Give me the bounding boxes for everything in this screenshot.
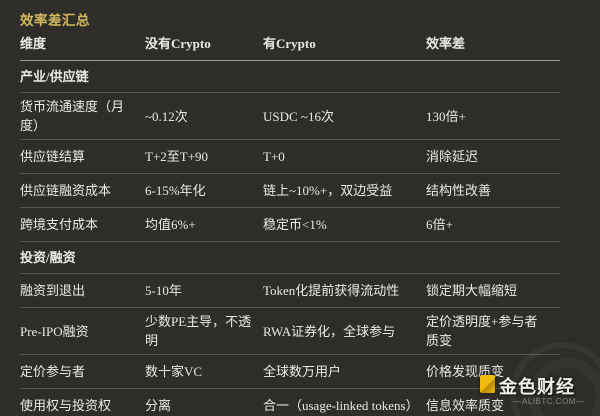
page-title: 效率差汇总 (20, 13, 90, 28)
table-row: 供应链融资成本 6-15%年化 链上~10%+，双边受益 结构性改善 (20, 174, 560, 208)
dimension-cell: 跨境支付成本 (20, 217, 99, 232)
table-row: 货币流通速度（月度） ~0.12次 USDC ~16次 130倍+ (20, 93, 560, 140)
section-header-row: 投资/融资 (20, 242, 560, 274)
with-crypto-cell: USDC ~16次 (263, 108, 334, 124)
with-crypto-cell: 稳定币<1% (263, 217, 327, 232)
table-row: 跨境支付成本 均值6%+ 稳定币<1% 6倍+ (20, 208, 560, 242)
efficiency-table: 维度 没有Crypto 有Crypto 效率差产业/供应链货币流通速度（月度） ~0.1… (20, 26, 560, 416)
efficiency-gap-cell: 消除延迟 (426, 149, 479, 164)
table-header-row: 维度 没有Crypto 有Crypto 效率差 (20, 26, 560, 61)
efficiency-gap-cell: 锁定期大幅缩短 (426, 283, 518, 298)
column-header: 没有Crypto (145, 36, 211, 51)
dimension-cell: 融资到退出 (20, 283, 86, 298)
efficiency-gap-cell: 信息效率质变 (426, 398, 505, 413)
without-crypto-cell: ~0.12次 (145, 108, 188, 124)
section-header-row: 产业/供应链 (20, 61, 560, 93)
watermark-brand: 金色财经 (499, 377, 575, 397)
watermark-site: —ALIBTC.COM— (513, 397, 585, 406)
without-crypto-cell: 5-10年 (145, 283, 182, 298)
with-crypto-cell: 全球数万用户 (263, 364, 342, 379)
table-row: 使用权与投资权 分离 合一（usage-linked tokens） 信息效率质变 (20, 389, 560, 416)
without-crypto-cell: 数十家VC (145, 364, 203, 379)
with-crypto-cell: Token化提前获得流动性 (263, 283, 400, 298)
with-crypto-cell: 链上~10%+，双边受益 (263, 183, 393, 198)
without-crypto-cell: 均值6%+ (145, 217, 196, 232)
table-row: 供应链结算 T+2至T+90 T+0 消除延迟 (20, 140, 560, 174)
without-crypto-cell: 少数PE主导，不透明 (145, 314, 252, 348)
without-crypto-cell: 分离 (145, 398, 172, 413)
dimension-cell: 货币流通速度（月度） (20, 99, 125, 133)
without-crypto-cell: 6-15%年化 (145, 183, 206, 198)
dimension-cell: Pre-IPO融资 (20, 323, 89, 339)
column-header: 维度 (20, 36, 47, 51)
section-header: 投资/融资 (20, 250, 76, 265)
dimension-cell: 定价参与者 (20, 364, 86, 379)
with-crypto-cell: RWA证券化，全球参与 (263, 323, 396, 339)
table-row: Pre-IPO融资 少数PE主导，不透明 RWA证券化，全球参与 定价透明度+参与者质… (20, 308, 560, 355)
with-crypto-cell: T+0 (263, 149, 285, 164)
section-header: 产业/供应链 (20, 69, 89, 84)
column-header: 效率差 (426, 36, 466, 51)
without-crypto-cell: T+2至T+90 (145, 149, 209, 164)
watermark-ring-decoration (510, 342, 600, 416)
dimension-cell: 供应链融资成本 (20, 183, 112, 198)
watermark-jinse: 金色财经 —ALIBTC.COM— (470, 342, 600, 416)
efficiency-gap-cell: 130倍+ (426, 108, 466, 124)
dimension-cell: 供应链结算 (20, 149, 86, 164)
dimension-cell: 使用权与投资权 (20, 398, 112, 413)
column-header: 有Crypto (263, 36, 316, 51)
efficiency-gap-cell: 定价透明度+参与者质变 (426, 314, 538, 348)
efficiency-gap-cell: 结构性改善 (426, 183, 492, 198)
with-crypto-cell: 合一（usage-linked tokens） (263, 398, 419, 413)
efficiency-gap-cell: 6倍+ (426, 217, 453, 232)
table-row: 融资到退出 5-10年 Token化提前获得流动性 锁定期大幅缩短 (20, 274, 560, 308)
jinse-gold-logo-icon (480, 375, 495, 393)
